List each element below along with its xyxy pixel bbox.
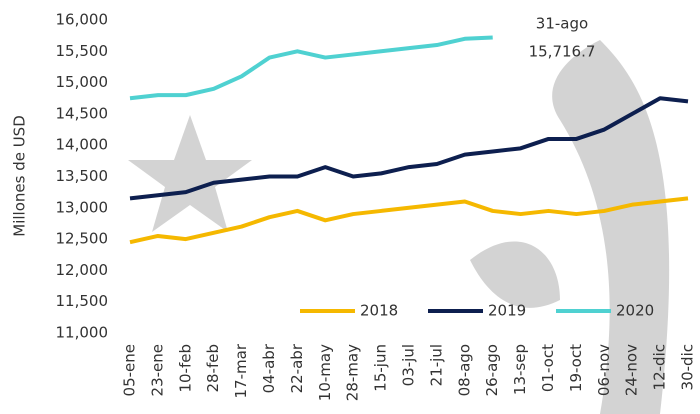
x-tick-label: 06-nov — [595, 344, 613, 396]
x-tick-label: 23-ene — [148, 344, 166, 396]
legend-label: 2020 — [616, 302, 654, 320]
x-tick-label: 15-jun — [372, 344, 390, 392]
x-tick-label: 13-sep — [511, 344, 529, 395]
x-tick-label: 22-abr — [288, 343, 306, 393]
annotation: 15,716.7 — [529, 43, 596, 61]
x-tick-label: 04-abr — [260, 343, 278, 393]
x-tick-label: 10-may — [316, 344, 334, 401]
x-tick-label: 17-mar — [232, 343, 250, 398]
x-tick-label: 21-jul — [427, 344, 445, 386]
x-tick-label: 19-oct — [567, 344, 585, 392]
x-tick-label: 10-feb — [176, 344, 194, 393]
y-tick-label: 14,500 — [56, 104, 109, 122]
x-tick-label: 12-dic — [651, 344, 669, 390]
y-tick-label: 11,500 — [56, 292, 109, 310]
y-tick-label: 13,500 — [56, 167, 109, 185]
y-tick-label: 15,000 — [56, 73, 109, 91]
x-tick-label: 08-ago — [455, 344, 473, 396]
y-tick-label: 12,500 — [56, 230, 109, 248]
y-tick-label: 12,000 — [56, 261, 109, 279]
y-axis-label: Millones de USD — [11, 115, 29, 237]
x-tick-label: 24-nov — [623, 344, 641, 396]
series-line — [130, 38, 493, 99]
legend-label: 2018 — [360, 302, 398, 320]
y-tick-label: 13,000 — [56, 198, 109, 216]
chart: Millones de USD 31-ago 15,716.7 11,000 11… — [0, 0, 700, 414]
x-tick-label: 30-dic — [679, 344, 697, 390]
decor-star — [128, 115, 252, 232]
x-tick-label: 26-ago — [483, 344, 501, 396]
x-tick-label: 01-oct — [539, 344, 557, 392]
x-tick-label: 05-ene — [121, 344, 139, 396]
y-tick-label: 14,000 — [56, 136, 109, 154]
legend-label: 2019 — [488, 302, 526, 320]
y-tick-label: 15,500 — [56, 42, 109, 60]
y-tick-label: 11,000 — [56, 324, 109, 342]
x-tick-label: 28-may — [344, 344, 362, 401]
y-tick-label: 16,000 — [56, 11, 109, 29]
x-tick-label: 28-feb — [204, 344, 222, 393]
x-tick-label: 03-jul — [400, 344, 418, 386]
annotation: 31-ago — [536, 15, 588, 33]
